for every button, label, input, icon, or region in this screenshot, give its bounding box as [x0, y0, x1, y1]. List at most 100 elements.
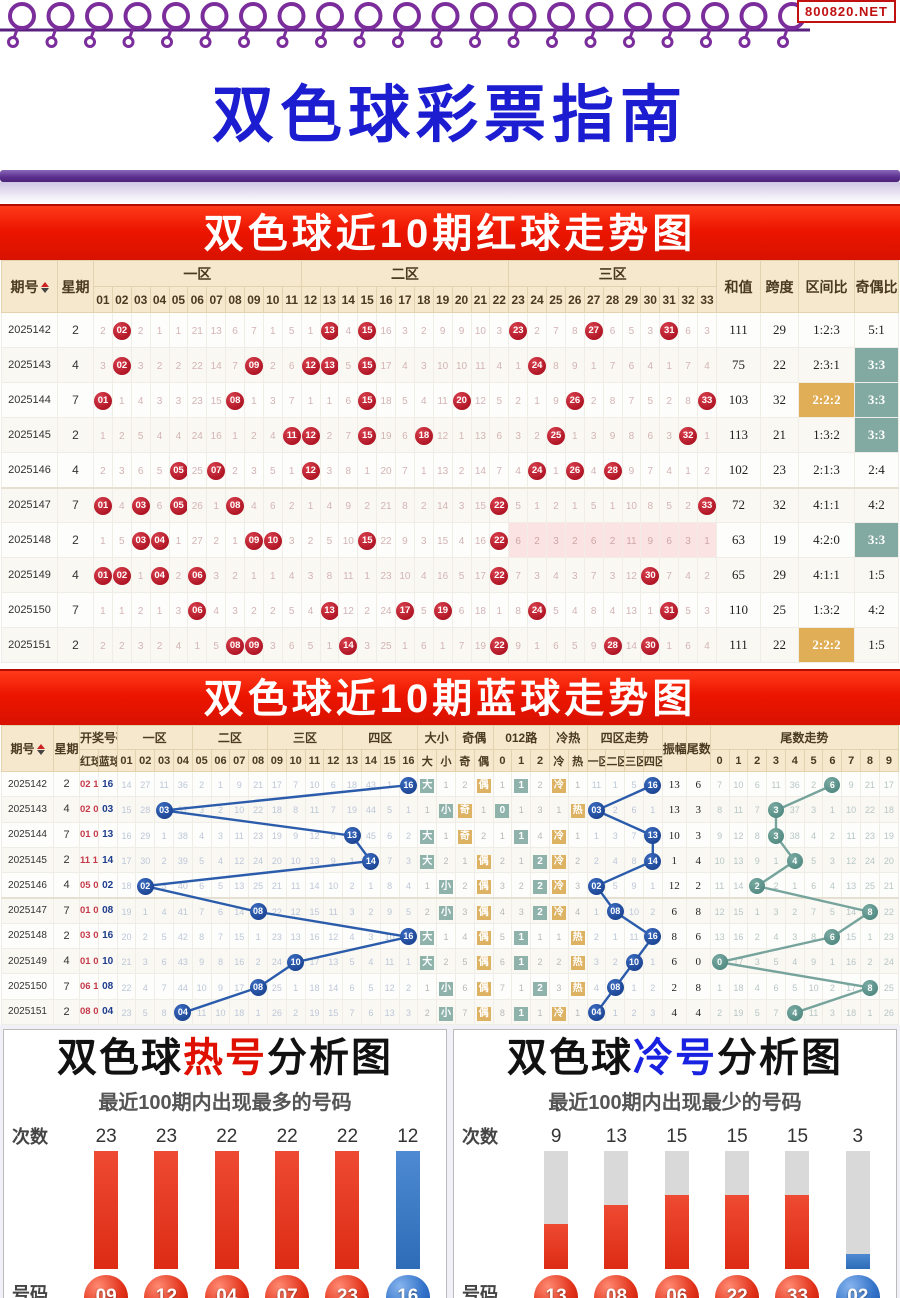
miss-count: 1	[773, 856, 779, 867]
miss-count: 43	[365, 780, 376, 791]
week-cell: 2	[57, 522, 94, 558]
trend-cell: 2	[605, 948, 626, 975]
trend-cell: 1	[111, 592, 132, 628]
trend-cell: 偶	[473, 922, 494, 950]
trend-cell: 4	[640, 347, 661, 383]
trend-cell: 偶	[473, 948, 494, 975]
miss-count: 2	[556, 957, 562, 968]
bar-fill	[544, 1224, 569, 1269]
trend-cell: 小	[436, 998, 456, 1025]
trend-cell: 17	[841, 973, 862, 1000]
count-value: 9	[550, 1125, 562, 1147]
trend-cell: 9	[229, 770, 250, 798]
trend-cell: 5	[342, 948, 362, 975]
trend-cell: 1	[511, 998, 532, 1025]
zone-ratio-value: 4:1:1	[813, 567, 840, 582]
trend-cell: 1	[436, 821, 456, 848]
miss-count: 3	[199, 805, 205, 816]
miss-count: 6	[349, 982, 355, 993]
table-row: 2025151 2 2 2 3 2 4 1 5 08 09 3 6 5 1 14 3 25 1 6 1 7 19 22 9 1 6 5…	[1, 627, 899, 663]
trend-cell: 2	[530, 896, 550, 924]
trend-cell: 5	[583, 486, 604, 523]
red-ball: 08	[226, 392, 244, 410]
miss-count: 5	[647, 396, 654, 407]
trend-cell: 39	[172, 846, 193, 874]
miss-count: 3	[405, 1007, 411, 1018]
period-cell: 2025143	[1, 796, 54, 823]
miss-count: 18	[474, 606, 486, 617]
miss-count: 1	[593, 906, 599, 917]
miss-count: 7	[685, 361, 691, 372]
trend-cell: 11	[621, 522, 642, 558]
teal-highlight: 大	[420, 855, 435, 870]
miss-count: 1	[424, 805, 430, 816]
trend-cell: 10	[451, 347, 472, 383]
trend-cell: 12	[323, 922, 344, 950]
miss-count: 4	[251, 501, 257, 513]
miss-count: 2	[364, 606, 370, 617]
trend-cell: 7	[640, 452, 661, 488]
miss-count: 40	[177, 881, 188, 892]
count-value: 22	[336, 1125, 359, 1147]
red-ball: 12	[302, 427, 320, 445]
miss-count: 3	[402, 326, 408, 337]
miss-count: 2	[499, 856, 505, 867]
miss-count: 4	[572, 606, 578, 617]
trend-cell: 16	[642, 770, 663, 798]
sub-header: 4	[784, 749, 805, 772]
miss-count: 8	[647, 501, 654, 513]
trend-cell: 1	[860, 922, 880, 950]
trend-cell: 6	[360, 998, 381, 1025]
trend-cell: 1	[511, 846, 532, 874]
trend-cell: 23	[878, 922, 900, 950]
miss-count: 12	[474, 396, 486, 407]
miss-count: 7	[590, 571, 597, 582]
trend-cell: 10	[379, 922, 400, 950]
trend-cell: 11	[432, 382, 453, 418]
miss-count: 4	[590, 465, 597, 477]
tail-ball: 8	[861, 979, 878, 996]
miss-count: 22	[191, 361, 203, 372]
trend-cell: 15	[323, 998, 344, 1025]
trend-cell: 15	[357, 382, 378, 418]
trend-cell: 1	[244, 557, 264, 593]
trend-cell: 5	[395, 382, 415, 418]
miss-count: 5	[631, 780, 637, 791]
period-cell: 2025144	[1, 382, 58, 418]
miss-count: 23	[191, 396, 203, 407]
trend-cell: 08	[225, 382, 245, 418]
miss-count: 24	[191, 431, 203, 442]
miss-count: 2	[213, 536, 219, 547]
trend-cell: 1	[511, 796, 532, 823]
miss-count: 9	[439, 326, 446, 337]
chart-column: 22 04	[204, 1123, 250, 1298]
period-sort-header[interactable]: 期号	[1, 260, 58, 313]
miss-count: 24	[883, 957, 894, 968]
trend-cell: 13	[304, 846, 325, 874]
miss-count: 2	[161, 856, 167, 867]
miss-count: 8	[572, 326, 578, 337]
miss-count: 4	[288, 571, 295, 582]
spiral-binding: 800820.NET	[0, 0, 900, 50]
trend-cell: 3	[564, 557, 585, 593]
trend-cell: 3	[489, 312, 510, 348]
trend-cell: 1	[454, 846, 475, 874]
number-header: 01	[93, 286, 113, 313]
trend-cell: 6	[379, 821, 400, 848]
trend-cell: 2	[822, 973, 843, 1000]
sum-value: 111	[729, 637, 748, 652]
trend-cell: 32	[678, 417, 698, 453]
trend-cell: 10	[624, 948, 644, 975]
miss-count: 9	[609, 431, 616, 442]
miss-count: 3	[364, 641, 370, 652]
trend-cell: 9	[395, 522, 415, 558]
miss-count: 22	[121, 982, 132, 993]
number-header: 19	[432, 286, 453, 313]
period-sort-header[interactable]: 期号	[1, 725, 54, 772]
trend-cell: 13	[470, 417, 491, 453]
trend-cell: 3	[206, 557, 227, 593]
bar-fill	[395, 1150, 420, 1269]
miss-count: 14	[328, 982, 339, 993]
